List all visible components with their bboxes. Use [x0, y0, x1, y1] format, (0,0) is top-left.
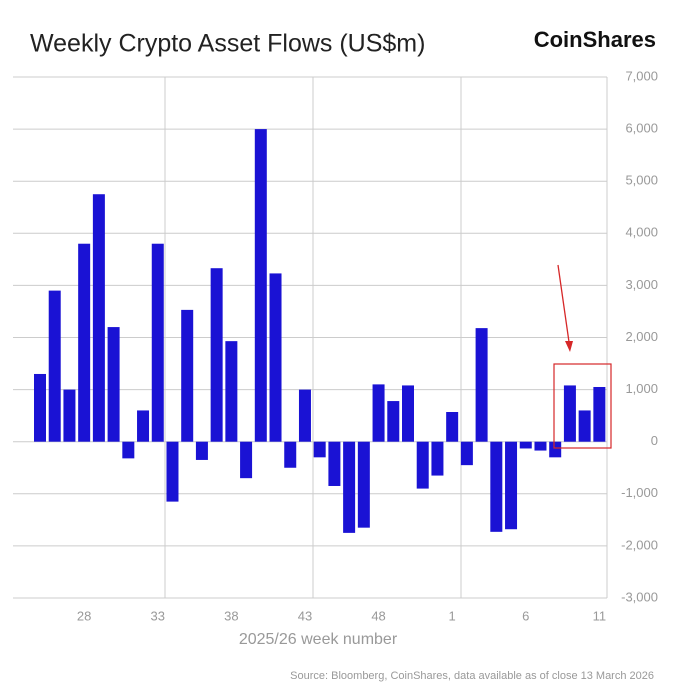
y-tick-label: 5,000 [625, 173, 658, 188]
y-tick-label: 1,000 [625, 381, 658, 396]
bar [475, 328, 488, 442]
source-note: Source: Bloomberg, CoinShares, data avai… [290, 670, 654, 682]
bar [446, 412, 459, 442]
y-tick-label: -1,000 [621, 485, 658, 500]
bar [416, 441, 429, 489]
bar [563, 385, 576, 442]
bar [166, 441, 179, 502]
y-tick-label: 4,000 [625, 225, 658, 240]
x-axis-label: 2025/26 week number [239, 631, 398, 648]
bar [63, 389, 76, 442]
bar [313, 441, 326, 458]
x-tick-label: 38 [224, 608, 238, 623]
x-tick-label: 28 [77, 608, 91, 623]
bar [534, 441, 547, 451]
bar [210, 268, 223, 442]
highlight-box [553, 363, 612, 449]
bar [519, 441, 532, 449]
brand-logo: CoinShares [534, 27, 656, 52]
bar [269, 273, 282, 442]
bar [328, 441, 341, 486]
y-tick-label: 6,000 [625, 121, 658, 136]
y-tick-label: 3,000 [625, 277, 658, 292]
arrow-head [565, 341, 573, 352]
bar [402, 385, 414, 442]
y-tick-label: 2,000 [625, 329, 658, 344]
bar [48, 290, 61, 442]
bar [387, 401, 400, 442]
x-tick-label: 1 [449, 608, 456, 623]
y-tick-label: -3,000 [621, 589, 658, 604]
bar [357, 441, 370, 528]
bar [181, 309, 194, 442]
bar [240, 441, 253, 479]
bar [107, 327, 120, 442]
bar [137, 410, 150, 442]
bar [460, 441, 473, 466]
bar [34, 373, 46, 442]
bar [78, 243, 91, 442]
bar [490, 441, 503, 532]
chart-title: Weekly Crypto Asset Flows (US$m) [30, 30, 425, 58]
arrow-line [557, 264, 570, 343]
y-tick-label: -2,000 [621, 537, 658, 552]
bar [343, 441, 356, 533]
bar [431, 441, 444, 476]
bar [195, 441, 208, 460]
bar [122, 441, 135, 459]
bar [284, 441, 297, 468]
bar [151, 243, 164, 442]
y-tick-label: 0 [651, 433, 658, 448]
bar [593, 386, 606, 442]
y-tick-label: 7,000 [625, 68, 658, 83]
bar [254, 129, 267, 442]
bar [298, 389, 311, 442]
bar [505, 441, 518, 530]
bar [549, 441, 562, 458]
x-tick-label: 6 [522, 608, 529, 623]
x-tick-label: 48 [371, 608, 385, 623]
x-tick-label: 33 [151, 608, 165, 623]
x-tick-label: 11 [593, 608, 607, 623]
bar [372, 384, 385, 442]
bar [225, 341, 238, 442]
x-tick-label: 43 [298, 608, 312, 623]
bar [92, 194, 105, 442]
bar [578, 410, 591, 442]
